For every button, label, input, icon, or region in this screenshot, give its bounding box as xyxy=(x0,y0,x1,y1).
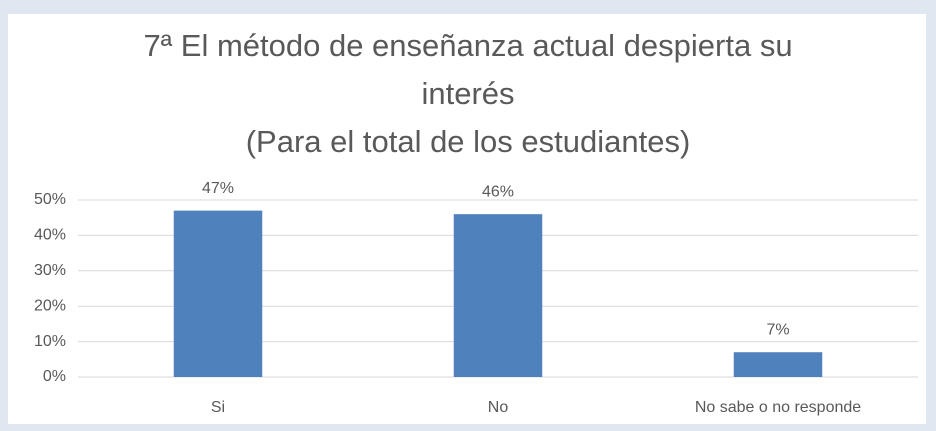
y-tick-label: 50% xyxy=(34,191,66,208)
y-tick-label: 0% xyxy=(43,368,66,385)
data-label: 7% xyxy=(766,321,789,338)
titles: 7ª El método de enseñanza actual despier… xyxy=(118,22,818,166)
x-tick-label: Si xyxy=(211,399,225,416)
y-tick-label: 20% xyxy=(34,297,66,314)
chart-title: 7ª El método de enseñanza actual despier… xyxy=(143,28,793,111)
data-label: 47% xyxy=(202,180,234,197)
x-tick-label: No sabe o no responde xyxy=(695,399,861,416)
y-tick-label: 30% xyxy=(34,262,66,279)
y-tick-label: 40% xyxy=(34,227,66,244)
data-label: 46% xyxy=(482,183,514,200)
y-tick-label: 10% xyxy=(34,333,66,350)
x-tick-label: No xyxy=(488,399,509,416)
bar xyxy=(173,210,263,377)
chart-subtitle: (Para el total de los estudiantes) xyxy=(245,124,691,159)
bar xyxy=(733,352,823,377)
bar xyxy=(453,214,543,377)
